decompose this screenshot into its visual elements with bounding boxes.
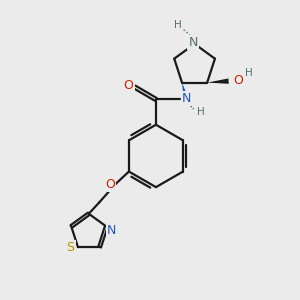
Text: O: O — [233, 74, 243, 87]
Text: O: O — [105, 178, 115, 190]
Text: O: O — [124, 79, 134, 92]
Text: N: N — [182, 92, 191, 105]
Text: N: N — [107, 224, 116, 237]
Polygon shape — [182, 82, 189, 100]
Text: H: H — [174, 20, 182, 31]
Text: H: H — [245, 68, 253, 78]
Text: S: S — [67, 241, 74, 254]
Polygon shape — [207, 78, 229, 84]
Text: H: H — [197, 107, 204, 117]
Text: N: N — [188, 36, 198, 49]
